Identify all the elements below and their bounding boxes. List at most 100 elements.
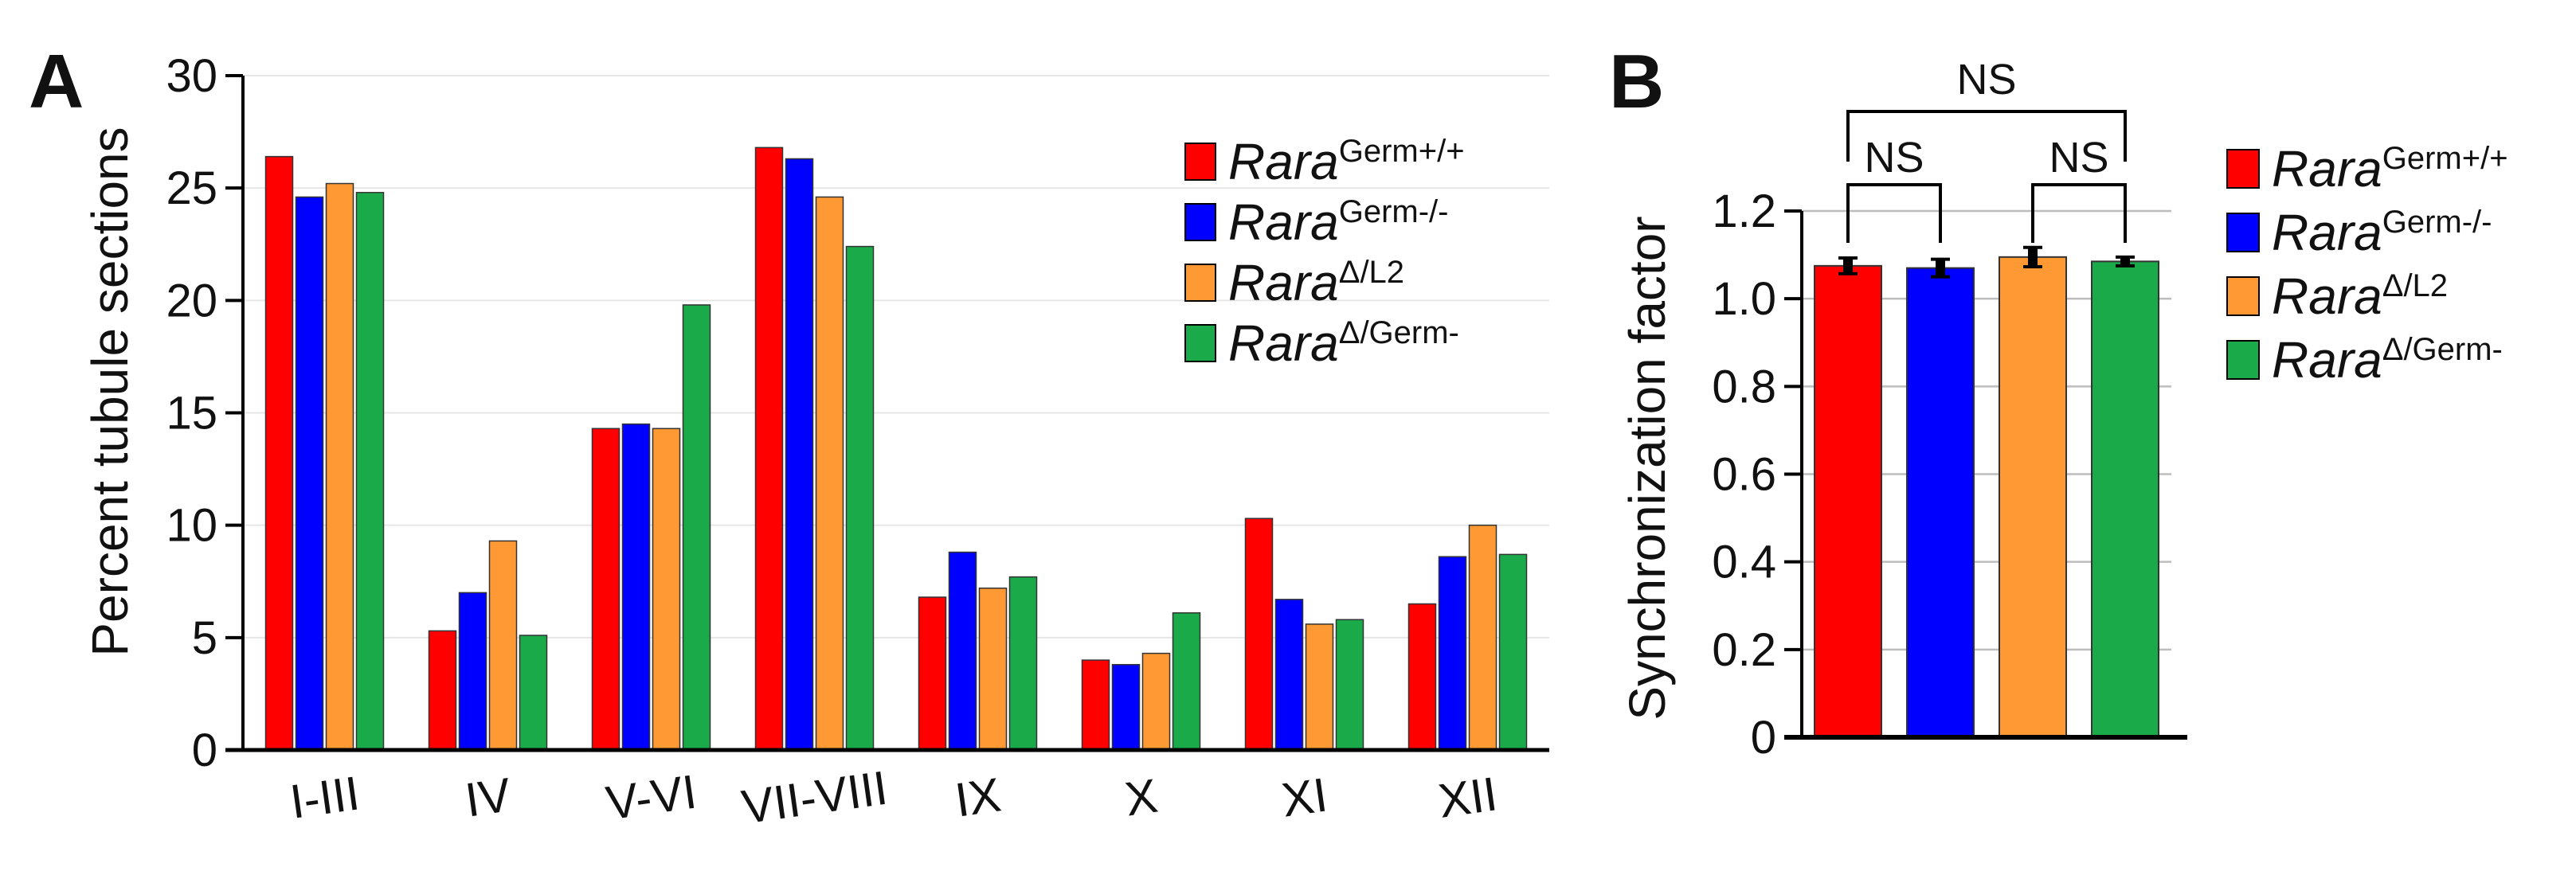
panel-a-y-tick-2: 10	[166, 500, 217, 552]
panel-b-legend-label-base-0: Rara	[2272, 140, 2382, 197]
bar-x-germ	[1172, 612, 1201, 751]
panel-a-legend-label-base-2: Rara	[1228, 254, 1339, 311]
bar-xi-l2	[1305, 623, 1334, 751]
bar-ix-germ	[948, 551, 977, 751]
bar-xii-germ	[1498, 553, 1528, 751]
bar-v-vi-l2	[652, 428, 681, 751]
panel-b-legend-swatch-0	[2226, 149, 2260, 189]
bar-ix-germ	[1008, 576, 1038, 751]
panel-b-bracket-label-0: NS	[1956, 56, 2016, 104]
panel-a-bars	[264, 146, 1528, 751]
panel-a-legend: RaraGerm+/+RaraGerm-/-RaraΔ/L2RaraΔ/Germ…	[1184, 133, 1465, 372]
panel-b-legend-label-1: RaraGerm-/-	[2272, 204, 2492, 261]
bar-i-iii-germ	[295, 196, 324, 751]
panel-a-legend-label-base-3: Rara	[1228, 314, 1339, 372]
panel-a-legend-swatch-2	[1184, 264, 1216, 302]
panel-b-chart: B 0 0.2 0.4 0.6 0.8 1.0 1.2 NS NS NS Synchroniza…	[1609, 39, 2508, 764]
bar-xii-germ	[1407, 603, 1437, 751]
panel-b-bar-raragerm	[1814, 264, 1882, 738]
panel-a-legend-swatch-3	[1184, 324, 1216, 362]
panel-a-legend-label-base-0: Rara	[1228, 133, 1339, 190]
panel-b-legend-swatch-1	[2226, 213, 2260, 252]
bar-iv-germ	[458, 592, 487, 751]
panel-b-significance-brackets: NS NS NS	[1846, 56, 2127, 243]
panel-b-bracket-1	[1846, 183, 1942, 243]
panel-b-y-tick-3: 0.6	[1712, 449, 1776, 501]
bar-xii-germ	[1438, 556, 1467, 751]
panel-a-legend-label-sup-0: Germ+/+	[1339, 134, 1465, 169]
panel-a-legend-label-base-1: Rara	[1228, 193, 1339, 251]
panel-b-legend-label-sup-2: Δ/L2	[2382, 268, 2448, 303]
panel-b-bar-rara-l2	[1999, 256, 2067, 738]
panel-b-bracket-label-1: NS	[1864, 134, 1924, 182]
panel-b-legend-label-base-2: Rara	[2272, 268, 2382, 325]
bar-iv-germ	[519, 635, 548, 751]
bar-x-germ	[1111, 663, 1141, 751]
panel-a-category-xi: XI	[1278, 768, 1330, 826]
bar-ix-l2	[978, 587, 1008, 751]
panel-b-letter: B	[1609, 39, 1664, 124]
panel-a-category-i-iii: I-III	[287, 766, 362, 828]
panel-b-bracket-label-2: NS	[2049, 134, 2108, 182]
panel-b-legend-label-sup-0: Germ+/+	[2382, 141, 2508, 176]
panel-a-legend-label-0: RaraGerm+/+	[1228, 133, 1465, 190]
bar-ix-germ	[918, 596, 947, 751]
panel-a-category-v-vi: V-VI	[603, 764, 700, 830]
panel-a-y-tick-5: 25	[166, 162, 217, 214]
bar-xi-germ	[1274, 599, 1304, 751]
panel-b-bracket-2	[2031, 183, 2127, 243]
panel-a-y-ticks: 0 5 10 15 20 25 30	[166, 50, 217, 776]
panel-a-y-tick-1: 5	[192, 612, 217, 664]
panel-a-legend-label-sup-3: Δ/Germ-	[1339, 315, 1459, 350]
panel-a-x-categories: I-III IV V-VI VII-VIII IX X XI XII	[287, 761, 1501, 834]
bar-v-vi-germ	[591, 428, 621, 751]
panel-a-y-tick-6: 30	[166, 50, 217, 102]
bar-vii-viii-l2	[815, 196, 844, 751]
panel-a-legend-label-3: RaraΔ/Germ-	[1228, 314, 1459, 372]
bar-xi-germ	[1335, 619, 1364, 751]
panel-a-axes	[225, 74, 1549, 752]
panel-b-y-tick-1: 0.2	[1712, 624, 1776, 676]
bar-i-iii-germ	[264, 155, 294, 751]
panel-a-legend-label-sup-1: Germ-/-	[1339, 194, 1449, 229]
panel-b-y-tick-5: 1.0	[1712, 273, 1776, 325]
panel-a-y-tick-4: 20	[166, 275, 217, 326]
panel-b-legend-swatch-3	[2226, 340, 2260, 380]
panel-b-bar-rara-germ	[2091, 260, 2159, 738]
panel-a-category-iv: IV	[462, 768, 514, 826]
panel-a-category-x: X	[1122, 769, 1161, 826]
bar-vii-viii-germ	[785, 158, 814, 751]
panel-a-letter: A	[29, 39, 84, 124]
panel-b-y-tick-4: 0.8	[1712, 361, 1776, 412]
panel-a-legend-swatch-0	[1184, 143, 1216, 181]
bar-iv-l2	[488, 540, 518, 751]
panel-b-legend-swatch-2	[2226, 276, 2260, 316]
panel-a-chart: A 0 5 10 15 20 25 30 I-III IV V-VI VII-VIII IX X XI X…	[29, 39, 1549, 834]
panel-b-legend-label-base-3: Rara	[2272, 331, 2382, 389]
bar-v-vi-germ	[621, 423, 651, 751]
bar-v-vi-germ	[682, 304, 711, 751]
panel-b-bracket-0	[1846, 110, 2127, 162]
panel-a-y-tick-3: 15	[166, 388, 217, 440]
bar-x-germ	[1081, 659, 1110, 751]
bar-xi-germ	[1244, 518, 1274, 751]
panel-b-y-ticks: 0 0.2 0.4 0.6 0.8 1.0 1.2	[1712, 186, 1776, 764]
panel-a-legend-label-2: RaraΔ/L2	[1228, 254, 1404, 311]
panel-b-legend-label-sup-3: Δ/Germ-	[2382, 332, 2503, 367]
panel-b-legend-label-0: RaraGerm+/+	[2272, 140, 2508, 197]
panel-b-bar-raragerm	[1906, 267, 1975, 738]
panel-b-axes	[1784, 209, 2187, 740]
panel-b-bars	[1814, 256, 2159, 738]
panel-a-legend-label-1: RaraGerm-/-	[1228, 193, 1448, 251]
panel-a-legend-swatch-1	[1184, 203, 1216, 241]
bar-xii-l2	[1468, 524, 1497, 751]
panel-b-y-tick-6: 1.2	[1712, 186, 1776, 237]
panel-b-error-bars	[1838, 245, 2135, 279]
panel-b-legend-label-base-1: Rara	[2272, 204, 2382, 261]
panel-b-legend-label-sup-1: Germ-/-	[2382, 205, 2492, 240]
panel-a-category-vii-viii: VII-VIII	[738, 761, 891, 834]
panel-a-legend-label-sup-2: Δ/L2	[1339, 255, 1404, 290]
panel-b-y-tick-0: 0	[1751, 712, 1776, 764]
panel-b-y-tick-2: 0.4	[1712, 537, 1776, 588]
